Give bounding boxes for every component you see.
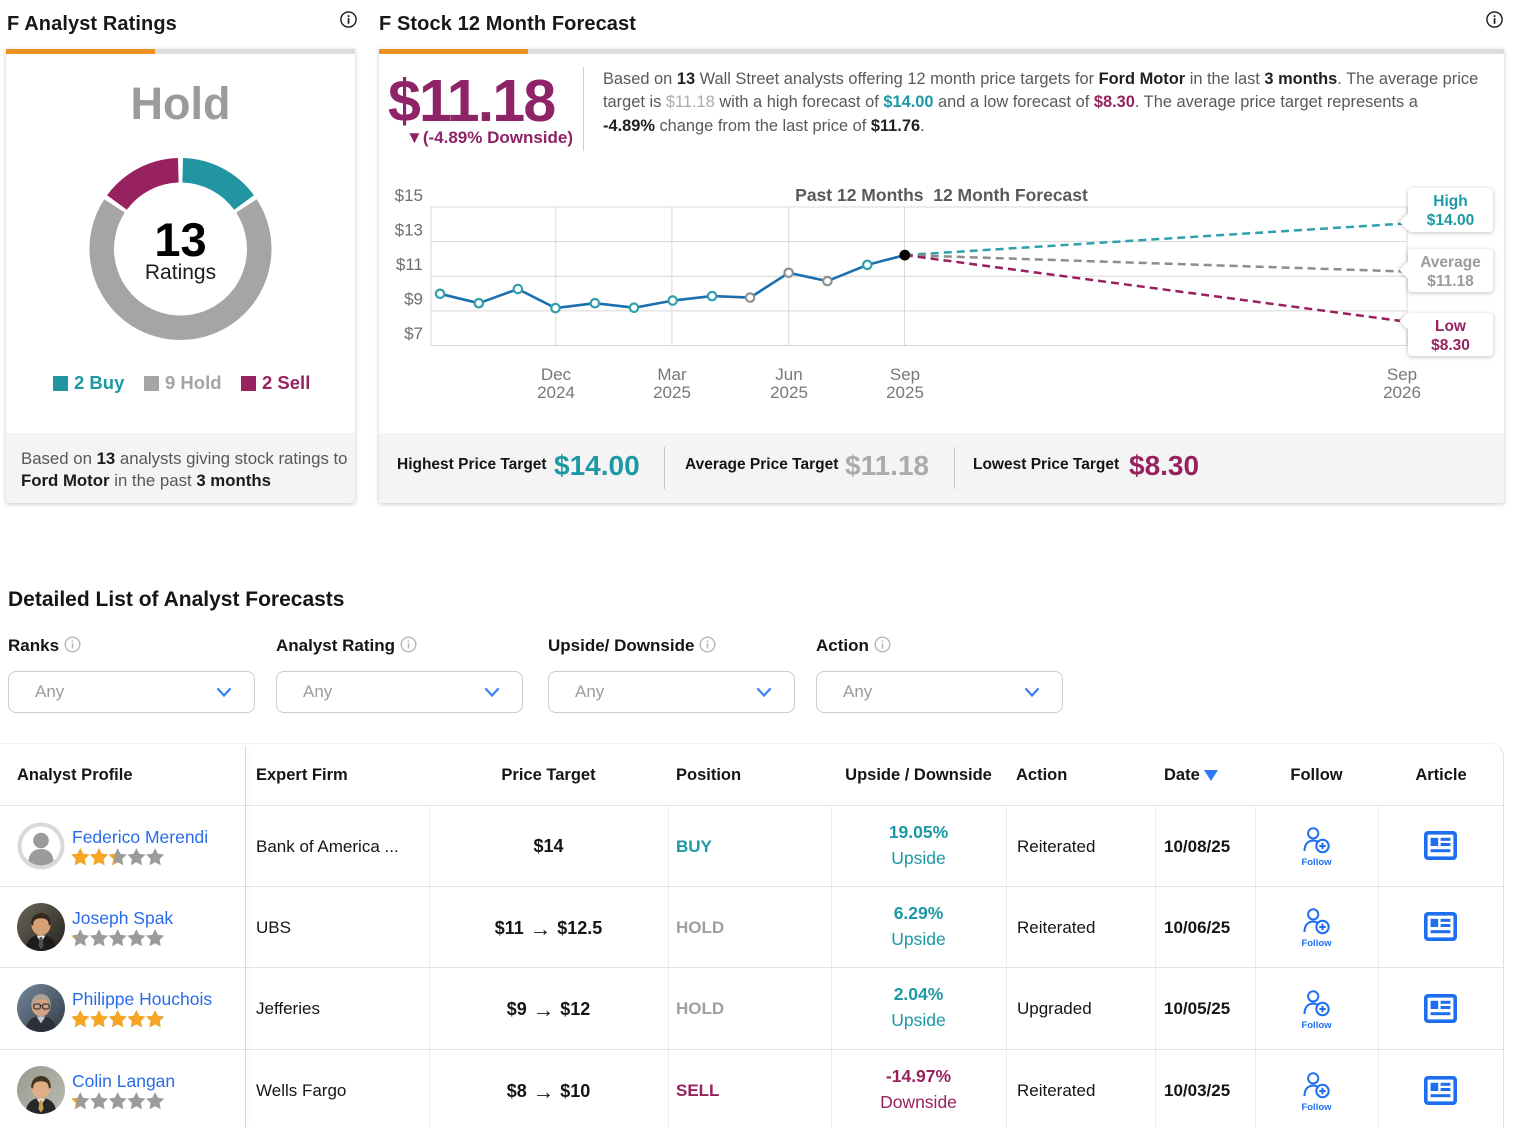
svg-text:2025: 2025 (653, 383, 691, 402)
svg-text:$11: $11 (396, 255, 423, 274)
svg-text:2025: 2025 (770, 383, 808, 402)
svg-text:2024: 2024 (537, 383, 575, 402)
svg-text:$13: $13 (395, 221, 423, 240)
svg-text:2025: 2025 (886, 383, 924, 402)
svg-text:Jun: Jun (775, 365, 802, 384)
svg-text:$15: $15 (395, 186, 423, 205)
svg-text:Sep: Sep (890, 365, 920, 384)
svg-text:Mar: Mar (657, 365, 687, 384)
svg-text:2026: 2026 (1383, 383, 1421, 402)
svg-text:Dec: Dec (541, 365, 572, 384)
svg-text:$7: $7 (404, 324, 423, 343)
svg-text:Sep: Sep (1387, 365, 1417, 384)
svg-text:$9: $9 (404, 290, 423, 309)
